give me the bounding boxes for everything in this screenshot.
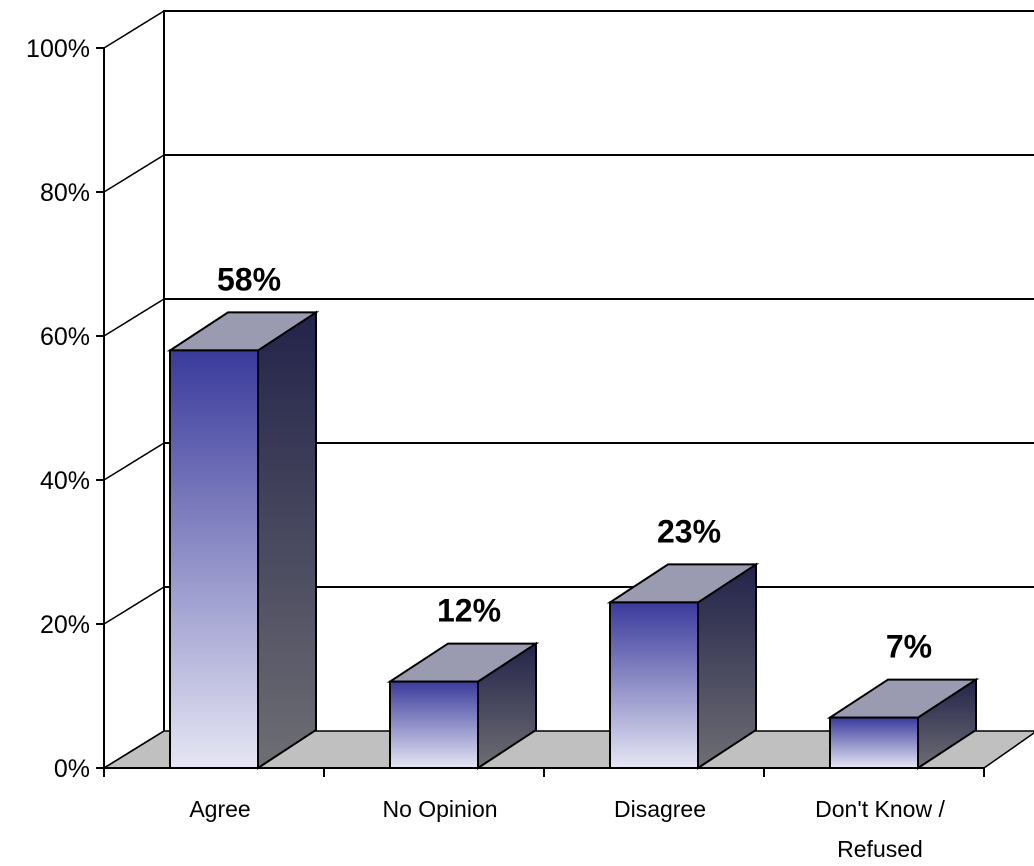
bar-front (389, 680, 479, 769)
bar-front (169, 349, 259, 769)
data-label: 12% (437, 593, 501, 629)
y-tick-label: 0% (54, 755, 90, 783)
y-tick-label: 40% (40, 467, 90, 495)
bars (166, 310, 980, 770)
category-label: Agree (189, 796, 250, 822)
bar (606, 562, 760, 770)
bar-side (257, 310, 317, 770)
side-gridline (103, 154, 165, 193)
category-label: No Opinion (382, 796, 497, 822)
y-tick-label: 100% (26, 35, 90, 63)
category-label: Disagree (614, 796, 706, 822)
data-label: 7% (886, 629, 932, 665)
data-label: 58% (217, 261, 281, 297)
bar-front (829, 716, 919, 769)
y-tick-label: 60% (40, 323, 90, 351)
labels: 0% 20% 40% 60% 80% 100% 58% Agree 12% No Opinion 2… (26, 35, 945, 862)
side-gridline (103, 10, 165, 49)
bar (386, 641, 540, 770)
y-tick-label: 80% (40, 179, 90, 207)
side-gridline (103, 298, 165, 337)
data-label: 23% (657, 513, 721, 549)
bar-front (609, 601, 699, 770)
side-gridline (103, 586, 165, 625)
side-gridline (103, 730, 165, 769)
category-label: Don't Know / Refused (815, 796, 945, 862)
side-gridline (103, 442, 165, 481)
bar (826, 677, 980, 770)
bar (166, 310, 320, 770)
y-tick-label: 20% (40, 611, 90, 639)
